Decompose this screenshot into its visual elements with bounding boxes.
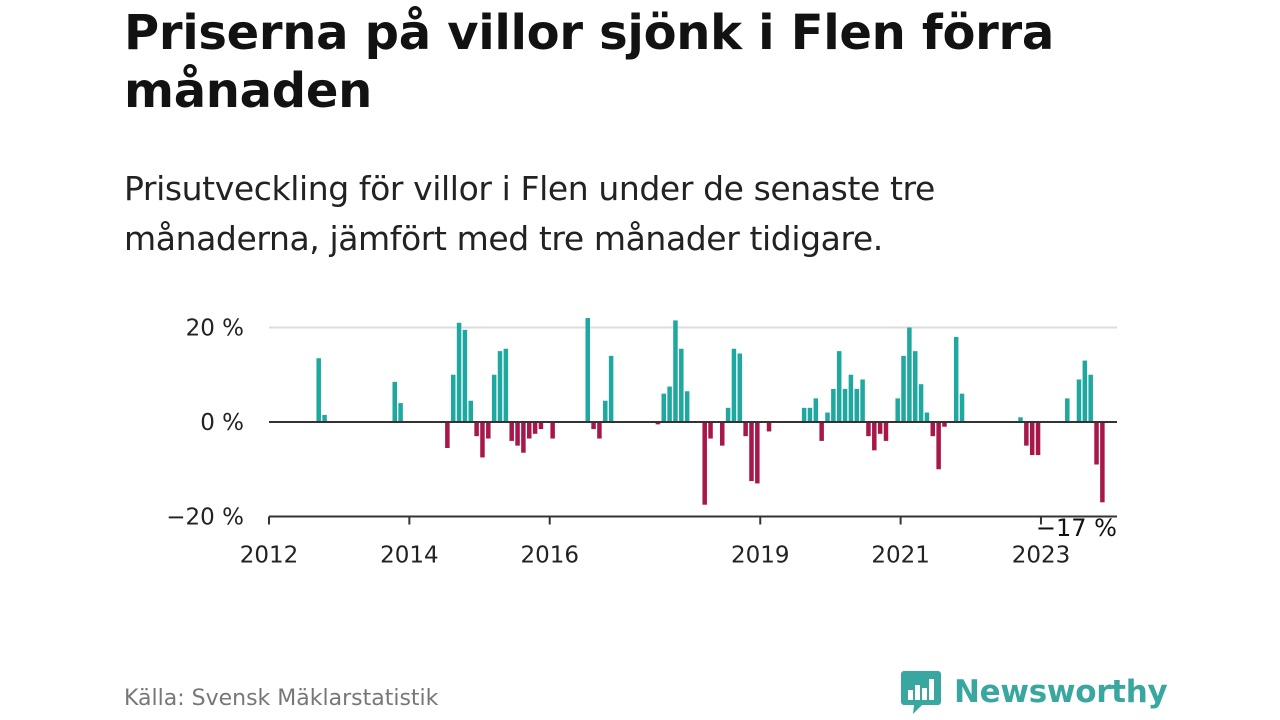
bar [316, 358, 321, 422]
bar [918, 384, 924, 422]
bar [813, 398, 819, 423]
bar [538, 422, 544, 430]
bar [942, 422, 947, 427]
bar [831, 388, 836, 422]
bar [667, 386, 672, 422]
bar [877, 422, 883, 434]
bar [684, 391, 690, 422]
bar [1065, 398, 1070, 423]
bar [322, 414, 327, 422]
bar [474, 422, 479, 437]
bar [819, 422, 824, 441]
bar [848, 374, 854, 422]
bar [585, 318, 590, 422]
y-tick-label: 20 % [186, 316, 244, 342]
bar [807, 407, 813, 422]
bar [480, 422, 485, 458]
bar [1088, 374, 1093, 422]
bar [550, 422, 555, 439]
bar [445, 422, 450, 448]
bar [603, 400, 608, 422]
y-tick-label: −20 % [166, 505, 244, 531]
last-value-label: −17 % [1036, 514, 1117, 542]
x-tick-label: 2019 [731, 543, 790, 569]
x-tick-label: 2023 [1012, 543, 1071, 569]
bar [755, 422, 760, 484]
bar [591, 422, 596, 430]
bar [608, 355, 614, 422]
bar [673, 320, 678, 422]
bar [1029, 422, 1035, 456]
x-tick-label: 2021 [871, 543, 930, 569]
bar [497, 351, 503, 423]
bar [527, 422, 532, 439]
chart-title: Priserna på villor sjönk i Flen förra må… [124, 5, 1054, 119]
bar [1100, 422, 1105, 503]
bar [1018, 417, 1023, 422]
bar [679, 348, 684, 422]
newsworthy-bar-chart-icon [901, 671, 941, 714]
bar [532, 422, 538, 434]
bar [872, 422, 877, 451]
bar [462, 329, 468, 422]
bar [1076, 379, 1082, 422]
bar [486, 422, 491, 439]
bar [468, 400, 474, 422]
x-tick-label: 2012 [240, 543, 299, 569]
bar [930, 422, 936, 437]
bar [1094, 422, 1099, 465]
bar [521, 422, 526, 453]
bar [515, 422, 520, 446]
bar [924, 412, 930, 422]
chart-subtitle: Prisutveckling för villor i Flen under d… [124, 169, 935, 258]
bar [392, 381, 397, 422]
bar [749, 422, 754, 482]
brand-logo: Newsworthy [900, 668, 1168, 716]
source-note: Källa: Svensk Mäklarstatistik [124, 686, 439, 711]
bar [719, 422, 725, 446]
brand-name: Newsworthy [954, 674, 1168, 710]
bar [661, 393, 667, 422]
bar [912, 351, 918, 423]
bar [491, 374, 497, 422]
bar [708, 422, 713, 439]
bar [907, 327, 912, 422]
x-tick-label: 2014 [380, 543, 439, 569]
bar [953, 336, 959, 422]
bars [316, 318, 1105, 505]
bar [731, 348, 737, 422]
bar [860, 379, 865, 422]
bar [597, 422, 602, 439]
bar [883, 422, 889, 441]
bar [743, 422, 748, 437]
bar [509, 422, 514, 441]
bar [801, 407, 807, 422]
bar [450, 374, 456, 422]
bar [1024, 422, 1029, 446]
bar [503, 348, 509, 422]
bar [766, 422, 772, 432]
bar [655, 422, 661, 425]
bar [936, 422, 941, 470]
bar [737, 353, 743, 422]
bar [836, 351, 842, 423]
x-tick-label: 2016 [520, 543, 579, 569]
bar [725, 407, 731, 422]
bar [866, 422, 871, 437]
bar [456, 322, 462, 422]
bar [842, 388, 848, 422]
bar [901, 355, 906, 422]
bar [1082, 360, 1088, 422]
bar-chart: 20 % 0 % −20 % 2012 2014 2016 2019 2021 2023−17 … [166, 316, 1117, 569]
bar [959, 393, 965, 422]
bar [398, 403, 403, 422]
axes [268, 421, 1117, 525]
bar [825, 412, 830, 422]
bar [895, 398, 900, 423]
bar [1035, 422, 1041, 456]
bar [854, 388, 859, 422]
y-tick-label: 0 % [200, 410, 244, 436]
bar [702, 422, 707, 505]
tick-labels: 20 % 0 % −20 % 2012 2014 2016 2019 2021 2023−17 … [166, 316, 1117, 569]
